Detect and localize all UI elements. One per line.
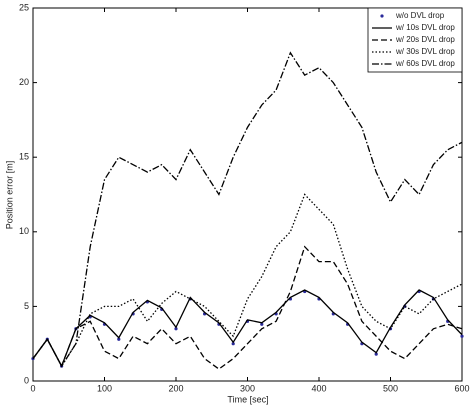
y-tick-label: 15: [19, 152, 29, 162]
x-tick-label: 400: [311, 383, 326, 393]
data-point: [174, 327, 178, 331]
data-point: [117, 337, 121, 341]
legend-label: w/ 60s DVL drop: [395, 59, 455, 68]
x-tick-label: 300: [240, 383, 255, 393]
y-axis-label: Position error [m]: [4, 161, 14, 230]
x-tick-label: 0: [30, 383, 35, 393]
series-line: [32, 51, 463, 368]
y-tick-label: 10: [19, 226, 29, 236]
legend-label: w/ 10s DVL drop: [395, 23, 455, 32]
data-point: [231, 342, 235, 346]
y-tick-label: 20: [19, 77, 29, 87]
y-tick-label: 0: [24, 375, 29, 385]
legend-label: w/ 30s DVL drop: [395, 47, 455, 56]
series-line: [32, 289, 463, 368]
series-line: [32, 193, 463, 368]
data-point: [260, 322, 264, 326]
x-tick-label: 100: [97, 383, 112, 393]
series-markers: [31, 289, 464, 368]
legend-label: w/ 20s DVL drop: [395, 35, 455, 44]
data-point: [374, 352, 378, 356]
legend-marker: [380, 14, 384, 18]
y-tick-label: 5: [24, 301, 29, 311]
y-tick-label: 25: [19, 2, 29, 12]
series-line: [32, 245, 463, 370]
data-point: [460, 334, 464, 338]
x-tick-label: 200: [168, 383, 183, 393]
x-tick-label: 500: [383, 383, 398, 393]
legend-label: w/o DVL drop: [395, 11, 445, 20]
x-tick-label: 600: [454, 383, 469, 393]
x-axis-label: Time [sec]: [227, 394, 268, 404]
